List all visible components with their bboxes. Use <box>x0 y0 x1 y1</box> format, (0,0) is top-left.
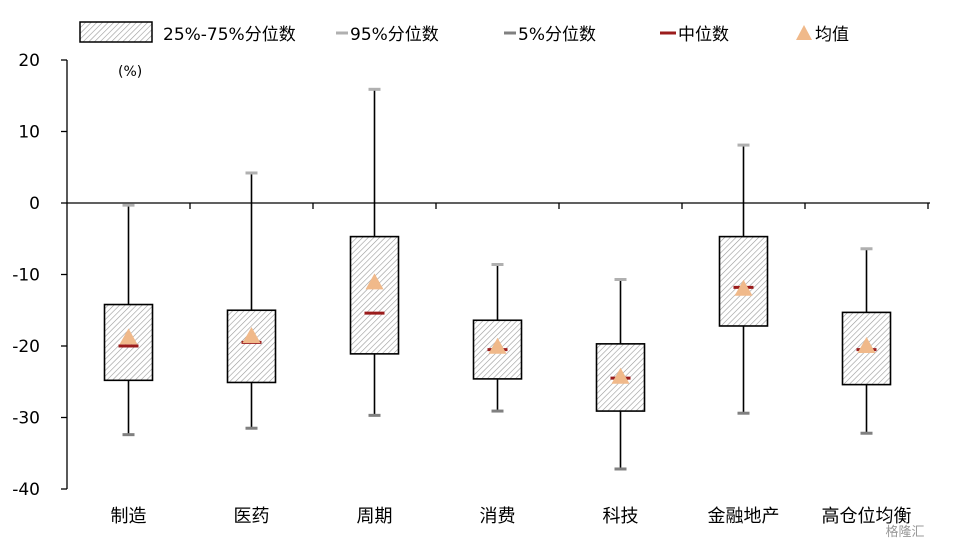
legend-iqr-label: 25%-75%分位数 <box>163 25 296 45</box>
mean-mark <box>611 367 630 384</box>
category-label: 高仓位均衡 <box>822 506 912 527</box>
category-label: 消费 <box>480 506 516 527</box>
y-axis-ticks: 20 10 0 -10 -20 -30 -40 <box>12 51 67 500</box>
iqr-box <box>226 309 277 384</box>
unit-label: (%) <box>118 64 142 80</box>
category-label: 医药 <box>234 506 270 527</box>
y-tick-label: -30 <box>12 409 40 429</box>
y-tick-label: 20 <box>18 51 40 71</box>
y-tick-label: -20 <box>12 337 40 357</box>
category-label: 制造 <box>111 506 147 527</box>
mean-mark <box>734 279 753 296</box>
legend-iqr-swatch <box>79 21 153 43</box>
y-tick-label: 0 <box>29 194 40 214</box>
x-axis-ticks <box>189 203 929 209</box>
mean-mark <box>242 326 261 343</box>
y-tick-label: 10 <box>18 123 40 143</box>
category-label: 周期 <box>357 506 393 527</box>
legend-mean-label: 均值 <box>815 25 849 45</box>
category-label: 科技 <box>603 506 639 527</box>
legend-p5-label: 5%分位数 <box>518 25 596 45</box>
category-labels: 制造 医药 周期 消费 科技 金融地产 高仓位均衡 <box>111 506 912 527</box>
iqr-box <box>349 235 400 355</box>
legend-mean-swatch <box>796 25 812 40</box>
legend-median-label: 中位数 <box>678 25 729 45</box>
boxes <box>103 87 892 471</box>
mean-mark <box>857 337 876 353</box>
mean-mark <box>365 273 384 290</box>
category-label: 金融地产 <box>708 506 780 527</box>
legend: 25%-75%分位数 95%分位数 5%分位数 中位数 均值 <box>79 21 849 45</box>
mean-mark <box>119 328 138 345</box>
mean-mark <box>488 337 507 354</box>
watermark: 格隆汇 <box>885 524 924 540</box>
y-tick-label: -10 <box>12 266 40 286</box>
legend-p95-label: 95%分位数 <box>350 25 439 45</box>
y-tick-label: -40 <box>12 480 40 500</box>
